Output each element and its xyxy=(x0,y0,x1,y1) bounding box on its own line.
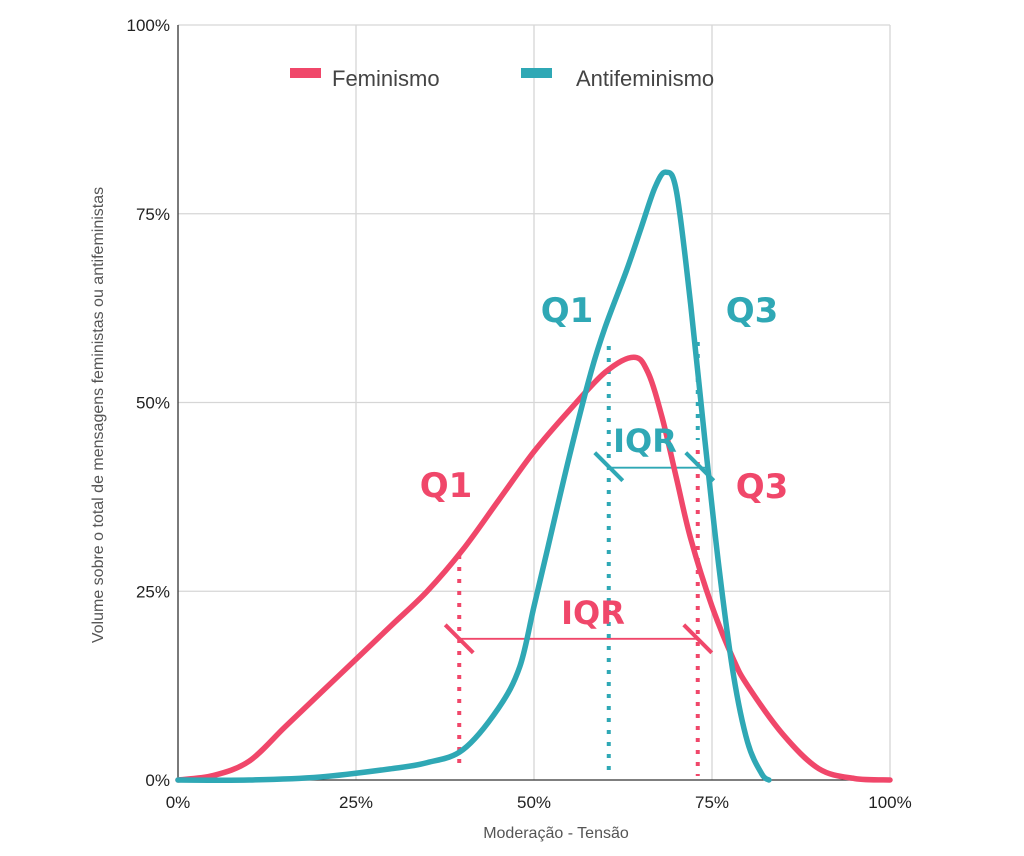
x-tick-label: 100% xyxy=(868,793,911,812)
tick-labels: 0% 25% 50% 75% 100% 0% 25% 50% 75% 100% xyxy=(127,16,912,812)
feminismo-q3-label: Q3 xyxy=(736,467,789,507)
legend-label-feminismo: Feminismo xyxy=(332,66,440,91)
antifeminismo-q3-label: Q3 xyxy=(726,291,779,331)
feminismo-iqr-cap-right xyxy=(682,623,714,655)
y-tick-label: 0% xyxy=(145,771,170,790)
y-tick-label: 100% xyxy=(127,16,170,35)
x-axis-title: Moderação - Tensão xyxy=(483,825,629,842)
feminismo-q1-label: Q1 xyxy=(420,466,473,506)
antifeminismo-q1-label: Q1 xyxy=(541,291,594,331)
x-tick-label: 25% xyxy=(339,793,373,812)
series-lines xyxy=(175,169,893,783)
series-line-feminismo xyxy=(175,354,893,783)
legend-label-antifeminismo: Antifeminismo xyxy=(576,66,714,91)
grid xyxy=(178,24,891,780)
x-tick-label: 50% xyxy=(517,793,551,812)
legend-swatch-antifeminismo xyxy=(521,68,552,78)
antifeminismo-iqr-cap-left xyxy=(593,451,625,483)
y-tick-label: 50% xyxy=(136,394,170,413)
y-tick-label: 75% xyxy=(136,205,170,224)
legend: Feminismo Antifeminismo xyxy=(290,66,714,91)
x-tick-label: 75% xyxy=(695,793,729,812)
y-axis-title: Volume sobre o total de mensagens femini… xyxy=(90,187,107,643)
legend-swatch-feminismo xyxy=(290,68,321,78)
x-tick-label: 0% xyxy=(166,793,191,812)
annotation-labels: Q1 Q3 IQR Q1 Q3 IQR xyxy=(420,291,789,632)
series-line-antifeminismo xyxy=(175,169,772,783)
feminismo-iqr-cap-left xyxy=(443,623,475,655)
y-tick-label: 25% xyxy=(136,582,170,601)
feminismo-iqr-label: IQR xyxy=(561,594,625,632)
antifeminismo-iqr-label: IQR xyxy=(613,422,677,460)
